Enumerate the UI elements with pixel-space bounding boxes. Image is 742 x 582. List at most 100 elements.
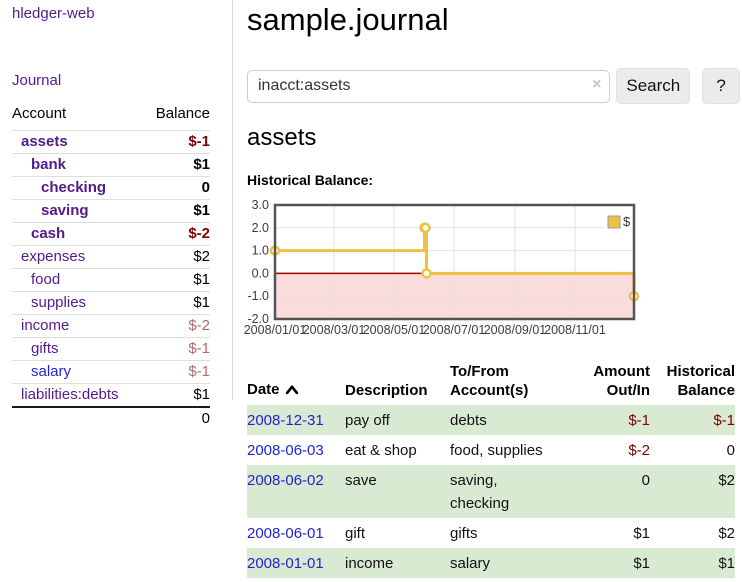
transaction-date-link[interactable]: 2008-06-03: [247, 442, 324, 459]
transaction-accounts: saving, checking: [450, 472, 510, 512]
account-balance: $-2: [188, 225, 210, 242]
transaction-description: gift: [345, 525, 366, 542]
transaction-date-link[interactable]: 2008-01-01: [247, 555, 324, 572]
sidebar-account-salary[interactable]: salary: [31, 363, 72, 380]
sidebar-item-journal[interactable]: Journal: [12, 72, 62, 89]
transaction-description: save: [345, 472, 377, 489]
sidebar-account-liabilities-debts[interactable]: liabilities:debts: [21, 386, 119, 403]
transaction-amount: 0: [641, 472, 650, 489]
svg-text:3.0: 3.0: [252, 198, 269, 212]
help-button[interactable]: ?: [702, 68, 740, 104]
svg-text:2008/07/01: 2008/07/01: [423, 323, 486, 337]
account-balance: $-2: [188, 317, 210, 334]
sidebar-account-supplies[interactable]: supplies: [31, 294, 87, 311]
sidebar-account-row[interactable]: income $-2: [12, 314, 210, 337]
sidebar-account-row[interactable]: bank $1: [12, 153, 210, 176]
svg-text:2008/11/01: 2008/11/01: [544, 323, 606, 337]
sidebar-account-assets[interactable]: assets: [21, 133, 68, 150]
sidebar-account-saving[interactable]: saving: [41, 202, 89, 219]
account-balance: $1: [193, 386, 210, 403]
sidebar-account-row[interactable]: checking 0: [12, 176, 210, 199]
account-balance: 0: [201, 179, 210, 196]
transaction-amount: $-1: [628, 412, 650, 429]
column-header-accounts: To/From Account(s): [450, 363, 529, 399]
sidebar-account-row[interactable]: food $1: [12, 268, 210, 291]
transaction-accounts: gifts: [450, 525, 478, 542]
sidebar-account-expenses[interactable]: expenses: [21, 248, 86, 265]
transaction-accounts: food, supplies: [450, 442, 543, 459]
sidebar-account-row[interactable]: expenses $2: [12, 245, 210, 268]
svg-text:2.0: 2.0: [252, 221, 269, 235]
column-header-date[interactable]: Date: [247, 358, 345, 405]
sidebar-account-food[interactable]: food: [31, 271, 61, 288]
sidebar-account-row[interactable]: salary $-1: [12, 360, 210, 383]
page-title: sample.journal: [247, 2, 449, 37]
transaction-amount: $1: [633, 555, 650, 572]
sidebar-account-row[interactable]: assets $-1: [12, 130, 210, 153]
balance-chart-svg: $3.0 2.0 1.0 0.0 -1.0 -2.02008/01/012008/03/0…: [244, 198, 640, 337]
transaction-balance: 0: [726, 442, 735, 459]
account-balance: $-1: [188, 133, 210, 150]
account-balance: $1: [193, 156, 210, 173]
transaction-date-link[interactable]: 2008-06-02: [247, 472, 324, 489]
sidebar-account-income[interactable]: income: [21, 317, 70, 334]
transaction-amount: $-2: [628, 442, 650, 459]
transaction-balance: $2: [718, 525, 735, 542]
account-balance: $1: [193, 202, 210, 219]
sidebar-account-row[interactable]: supplies $1: [12, 291, 210, 314]
svg-text:0.0: 0.0: [252, 266, 269, 280]
svg-text:-2.0: -2.0: [247, 312, 269, 326]
transaction-amount: $1: [633, 525, 650, 542]
svg-text:2008/01/01: 2008/01/01: [244, 323, 307, 337]
search-bar: × Search ?: [247, 68, 740, 104]
svg-text:1.0: 1.0: [252, 244, 269, 258]
search-button[interactable]: Search: [616, 68, 691, 104]
account-balance: $2: [193, 248, 210, 265]
column-header-amount: Amount Out/In: [593, 363, 650, 399]
register-row: 2008-12-31 pay off debts $-1 $-1: [247, 405, 735, 435]
account-balance: $1: [193, 271, 210, 288]
brand-link[interactable]: hledger-web: [12, 5, 95, 22]
svg-text:$: $: [623, 214, 631, 229]
sidebar-total-row: 0: [12, 406, 210, 429]
register-row: 2008-06-01 gift gifts $1 $2: [247, 518, 735, 548]
sidebar-account-gifts[interactable]: gifts: [31, 340, 59, 357]
search-input[interactable]: [247, 69, 611, 103]
sidebar-account-row[interactable]: saving $1: [12, 199, 210, 222]
sidebar-account-checking[interactable]: checking: [41, 179, 107, 196]
svg-text:2008/03/01: 2008/03/01: [303, 323, 366, 337]
svg-text:-1.0: -1.0: [247, 289, 269, 303]
account-balance: $1: [193, 294, 210, 311]
sidebar-account-row[interactable]: cash $-2: [12, 222, 210, 245]
sidebar-account-row[interactable]: liabilities:debts $1: [12, 383, 210, 406]
transaction-balance: $1: [718, 555, 735, 572]
svg-text:2008/05/01: 2008/05/01: [363, 323, 426, 337]
register-row: 2008-01-01 income salary $1 $1: [247, 548, 735, 578]
transaction-balance: $2: [718, 472, 735, 489]
transaction-accounts: salary: [450, 555, 491, 572]
svg-text:2008/09/01: 2008/09/01: [484, 323, 547, 337]
transaction-balance: $-1: [713, 412, 735, 429]
clear-search-icon[interactable]: ×: [592, 75, 602, 93]
sidebar-account-bank[interactable]: bank: [31, 156, 67, 173]
sidebar-account-cash[interactable]: cash: [31, 225, 66, 242]
chart-heading: Historical Balance:: [247, 172, 374, 188]
register-row: 2008-06-03 eat & shop food, supplies $-2…: [247, 435, 735, 465]
register-row: 2008-06-02 save saving, checking 0 $2: [247, 465, 735, 518]
transaction-accounts: debts: [450, 412, 487, 429]
account-balance: $-1: [188, 340, 210, 357]
transaction-date-link[interactable]: 2008-12-31: [247, 412, 324, 429]
transaction-date-link[interactable]: 2008-06-01: [247, 525, 324, 542]
sidebar-accounts-table: Account Balance assets $-1 bank $1 check…: [12, 103, 210, 429]
sidebar-accounts-header: Account Balance: [12, 103, 210, 130]
search-box: ×: [247, 69, 611, 103]
account-page-title: assets: [247, 124, 317, 151]
sidebar-total-balance: 0: [201, 410, 210, 427]
transaction-description: pay off: [345, 412, 390, 429]
sidebar-account-row[interactable]: gifts $-1: [12, 337, 210, 360]
register-header-row: Date Description To/From Account(s) Amou…: [247, 358, 735, 405]
account-column-header: Account: [12, 105, 67, 122]
historical-balance-chart: $3.0 2.0 1.0 0.0 -1.0 -2.0 2008/01/01 2008/03/0…: [243, 198, 641, 341]
transaction-description: eat & shop: [345, 442, 417, 459]
